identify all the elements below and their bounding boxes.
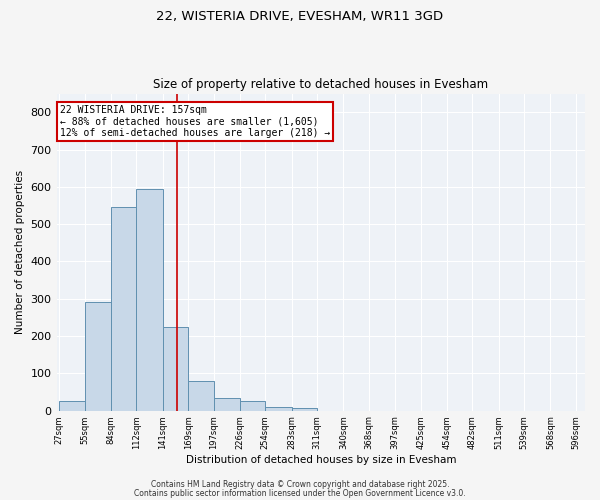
Bar <box>59 402 85 410</box>
Bar <box>188 380 214 410</box>
Text: Contains public sector information licensed under the Open Government Licence v3: Contains public sector information licen… <box>134 488 466 498</box>
Text: 22 WISTERIA DRIVE: 157sqm
← 88% of detached houses are smaller (1,605)
12% of se: 22 WISTERIA DRIVE: 157sqm ← 88% of detac… <box>60 104 331 138</box>
Bar <box>214 398 240 410</box>
Bar <box>136 188 163 410</box>
Bar <box>265 407 292 410</box>
Bar <box>240 402 265 410</box>
Bar <box>85 302 111 410</box>
Bar <box>111 208 136 410</box>
Text: Contains HM Land Registry data © Crown copyright and database right 2025.: Contains HM Land Registry data © Crown c… <box>151 480 449 489</box>
Text: 22, WISTERIA DRIVE, EVESHAM, WR11 3GD: 22, WISTERIA DRIVE, EVESHAM, WR11 3GD <box>157 10 443 23</box>
Bar <box>163 326 188 410</box>
Y-axis label: Number of detached properties: Number of detached properties <box>15 170 25 334</box>
X-axis label: Distribution of detached houses by size in Evesham: Distribution of detached houses by size … <box>185 455 456 465</box>
Bar <box>292 408 317 410</box>
Title: Size of property relative to detached houses in Evesham: Size of property relative to detached ho… <box>153 78 488 91</box>
